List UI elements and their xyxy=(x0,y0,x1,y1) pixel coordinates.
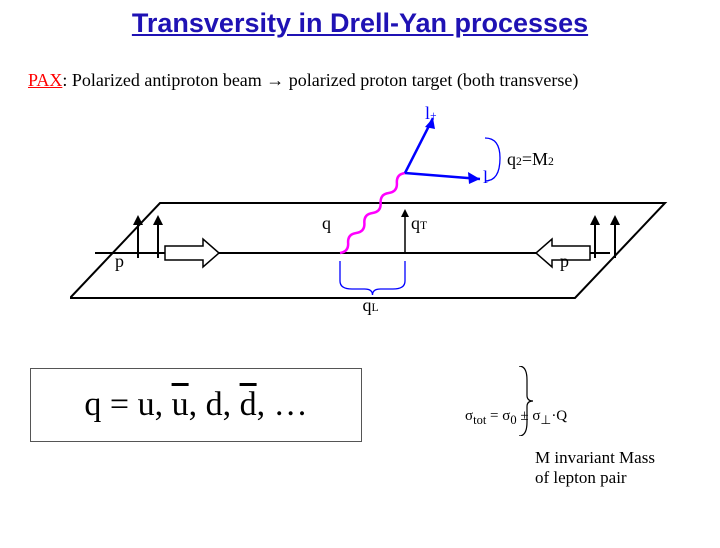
pax-line: PAX: Polarized antiproton beam → polariz… xyxy=(28,70,578,91)
label-q2-m2: q2=M2 xyxy=(507,149,554,170)
caption-l1: M invariant Mass xyxy=(535,448,655,468)
pax-rest: : Polarized antiproton beam → polarized … xyxy=(62,70,578,90)
label-qL: qL xyxy=(363,295,379,316)
pax-label: PAX xyxy=(28,70,62,90)
label-pbar: p_ xyxy=(115,251,133,272)
label-qT: qT xyxy=(411,213,427,234)
label-l-minus: l- xyxy=(483,167,492,188)
drell-yan-diagram xyxy=(70,113,670,323)
caption-l2: of lepton pair xyxy=(535,468,655,488)
label-q: q xyxy=(322,213,331,234)
title-text: Transversity in Drell-Yan processes xyxy=(132,8,588,38)
label-l-plus: l+ xyxy=(425,103,437,124)
curly-brace-icon xyxy=(515,366,535,436)
page-title: Transversity in Drell-Yan processes xyxy=(0,8,720,39)
label-p: p xyxy=(560,251,569,272)
quark-formula: q = u, u, d, d, … xyxy=(30,368,362,442)
caption: M invariant Mass of lepton pair xyxy=(535,448,655,488)
